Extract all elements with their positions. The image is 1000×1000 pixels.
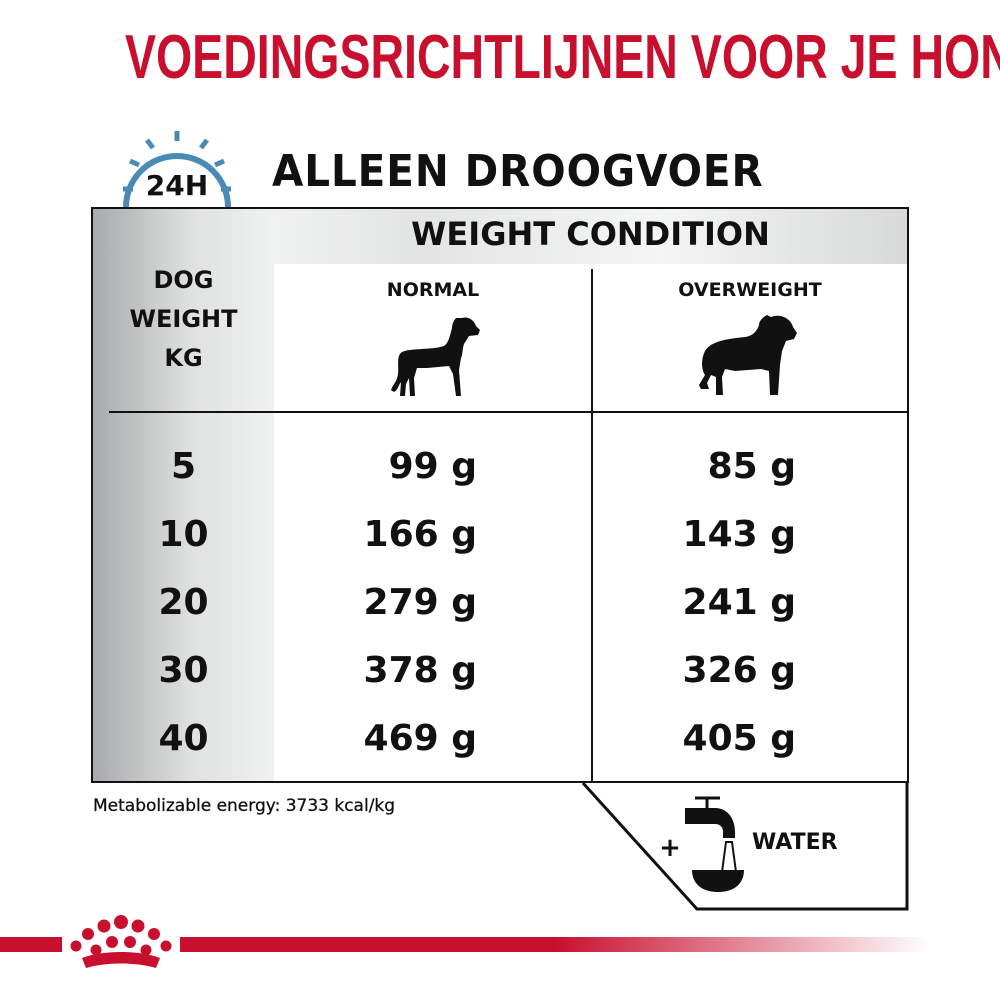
plus-sign: +	[660, 833, 681, 863]
water-label: WATER	[752, 830, 838, 855]
clock-24h-icon: 24H	[123, 131, 231, 208]
table-row: 40 469 g 405 g	[158, 718, 796, 759]
royal-canin-crown-logo	[70, 915, 172, 968]
table-row: 10 166 g 143 g	[158, 514, 796, 555]
normal-dog-icon	[391, 317, 480, 396]
weight-condition-header: WEIGHT CONDITION	[411, 215, 770, 253]
red-bar-left	[0, 937, 62, 952]
clock-label: 24H	[146, 169, 208, 202]
header-divider	[109, 411, 907, 413]
subtitle: ALLEEN DROOGVOER	[272, 146, 764, 197]
column-divider	[591, 269, 593, 781]
water-tap-icon: +	[660, 796, 744, 892]
page-title: VOEDINGSRICHTLIJNEN VOOR JE HOND	[125, 23, 1000, 92]
table-row: 20 279 g 241 g	[158, 582, 796, 623]
red-bar-right	[180, 937, 930, 952]
dog-weight-header: DOG WEIGHT KG	[129, 266, 238, 372]
table-row: 30 378 g 326 g	[158, 650, 796, 691]
water-box	[581, 781, 909, 911]
overweight-dog-icon	[699, 315, 797, 395]
column-normal: NORMAL	[386, 279, 480, 301]
column-overweight: OVERWEIGHT	[678, 279, 822, 301]
table-row: 5 99 g 85 g	[170, 446, 796, 487]
metabolizable-energy: Metabolizable energy: 3733 kcal/kg	[93, 796, 396, 816]
feeding-table: WEIGHT CONDITION DOG WEIGHT KG NORMAL OV…	[91, 207, 909, 783]
